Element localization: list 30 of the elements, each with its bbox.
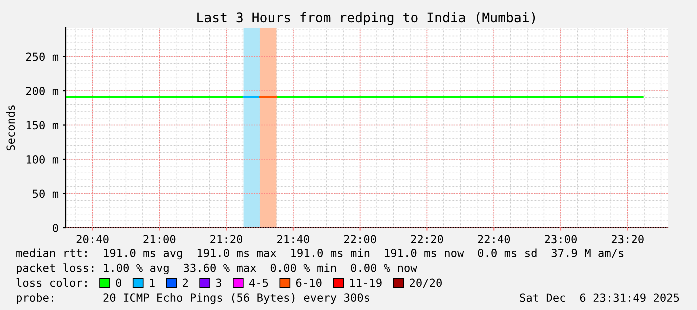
y-tick-label: 250 m bbox=[26, 52, 59, 62]
x-tick-label: 22:00 bbox=[344, 235, 376, 244]
legend-label: 11-19 bbox=[350, 278, 382, 288]
y-tick-label: 200 m bbox=[26, 87, 59, 96]
x-tick-label: 22:20 bbox=[411, 235, 444, 244]
y-tick-label: 0 bbox=[53, 224, 58, 232]
legend-label: 1 bbox=[150, 278, 155, 288]
chart-title: Last 3 Hours from redping to India (Mumbai) bbox=[198, 12, 536, 26]
legend-label: 3 bbox=[216, 278, 222, 288]
x-tick-label: 21:00 bbox=[144, 235, 176, 244]
x-tick-label: 20:40 bbox=[76, 235, 109, 244]
y-axis-title: Seconds bbox=[6, 106, 16, 151]
legend-title: loss color: bbox=[16, 278, 87, 288]
x-tick-label: 21:20 bbox=[210, 235, 243, 244]
legend-label: 20/20 bbox=[410, 278, 442, 288]
legend-label: 6-10 bbox=[296, 278, 322, 288]
text: median rtt: 191.0 ms avg 191.0 ms max 191.0 ms min 191.0 ms now 0.0 ms sd 37.9 M am/s bbox=[16, 248, 624, 260]
x-tick-label: 21:40 bbox=[278, 235, 310, 244]
x-tick-label: 23:00 bbox=[545, 235, 577, 244]
x-tick-label: 23:20 bbox=[612, 235, 644, 244]
legend-label: 2 bbox=[183, 278, 188, 288]
y-tick-label: 50 m bbox=[33, 190, 59, 198]
text: Sat Dec 6 23:31:49 2025 bbox=[520, 294, 680, 302]
x-tick-label: 22:40 bbox=[478, 235, 510, 244]
text: probe: 20 ICMP Echo Pings (56 Bytes) every 300s bbox=[17, 293, 370, 304]
legend-label: 4-5 bbox=[250, 278, 268, 288]
legend-label: 0 bbox=[116, 278, 122, 288]
y-tick-label: 150 m bbox=[26, 121, 59, 130]
y-tick-label: 100 m bbox=[26, 156, 59, 164]
text: packet loss: 1.00 % avg 33.60 % max 0.00 % min 0.00 % now bbox=[17, 264, 418, 275]
